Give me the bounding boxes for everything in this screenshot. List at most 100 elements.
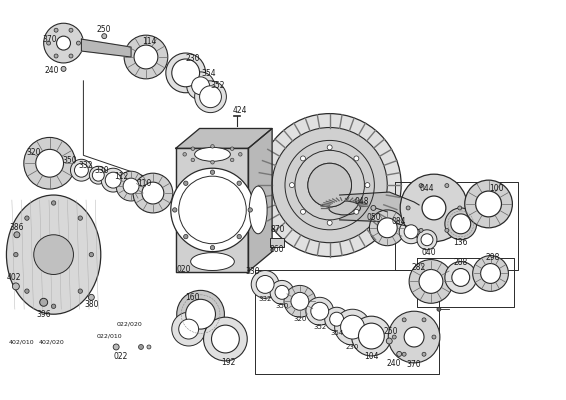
Circle shape [327, 220, 332, 225]
Circle shape [124, 35, 168, 79]
Circle shape [419, 184, 423, 188]
Circle shape [386, 338, 392, 344]
Ellipse shape [329, 201, 361, 215]
Text: 352: 352 [313, 324, 327, 330]
Ellipse shape [191, 253, 234, 270]
Circle shape [36, 149, 63, 177]
Circle shape [46, 41, 50, 45]
Circle shape [275, 286, 289, 299]
Circle shape [335, 309, 370, 345]
Circle shape [237, 234, 241, 239]
Bar [270, 238, 284, 247]
Text: 100: 100 [489, 184, 504, 192]
Text: 230: 230 [186, 54, 200, 64]
Text: 250: 250 [97, 25, 112, 34]
Circle shape [422, 318, 426, 322]
Circle shape [179, 319, 199, 339]
Circle shape [351, 316, 391, 356]
Circle shape [69, 28, 73, 32]
Text: 240: 240 [387, 359, 401, 368]
Polygon shape [176, 148, 248, 272]
Ellipse shape [195, 147, 230, 161]
Circle shape [191, 147, 195, 150]
Circle shape [258, 114, 401, 257]
Circle shape [102, 34, 107, 39]
Circle shape [71, 159, 92, 181]
Circle shape [139, 344, 143, 350]
Circle shape [341, 315, 365, 339]
Text: 350: 350 [275, 303, 289, 309]
Ellipse shape [6, 195, 101, 314]
Circle shape [78, 216, 83, 220]
Circle shape [44, 23, 83, 63]
Text: 350: 350 [62, 156, 77, 165]
Circle shape [354, 156, 359, 161]
Circle shape [475, 191, 501, 217]
Circle shape [171, 168, 254, 252]
Circle shape [417, 230, 437, 250]
Circle shape [69, 54, 73, 58]
Circle shape [289, 183, 294, 188]
Circle shape [105, 172, 121, 188]
Text: 022/020: 022/020 [116, 322, 142, 327]
Text: 330: 330 [246, 267, 260, 276]
Circle shape [25, 289, 29, 293]
Circle shape [301, 209, 306, 214]
Circle shape [52, 201, 56, 205]
Text: 386: 386 [10, 223, 24, 232]
Circle shape [371, 206, 376, 210]
Circle shape [230, 147, 234, 150]
Circle shape [388, 311, 440, 363]
Text: 860: 860 [270, 245, 284, 254]
Circle shape [465, 180, 512, 228]
Circle shape [445, 228, 449, 232]
Circle shape [365, 183, 370, 188]
Circle shape [392, 335, 396, 339]
Circle shape [308, 163, 351, 207]
Text: 354: 354 [330, 330, 343, 336]
Text: 870: 870 [271, 225, 285, 234]
Circle shape [406, 206, 410, 210]
Circle shape [54, 54, 58, 58]
Circle shape [211, 144, 215, 148]
Ellipse shape [249, 186, 267, 234]
Text: 250: 250 [384, 326, 398, 336]
Text: 320: 320 [293, 316, 307, 322]
Text: 402/020: 402/020 [38, 340, 65, 344]
Circle shape [238, 152, 242, 156]
Circle shape [113, 344, 119, 350]
Polygon shape [248, 128, 272, 272]
Text: 332: 332 [78, 161, 93, 170]
Text: 136: 136 [453, 238, 468, 247]
Text: 104: 104 [364, 352, 379, 362]
Circle shape [57, 36, 71, 50]
Circle shape [399, 220, 423, 244]
Circle shape [452, 268, 470, 286]
Circle shape [186, 299, 216, 329]
Circle shape [409, 260, 453, 303]
Circle shape [116, 171, 146, 201]
Circle shape [272, 128, 387, 243]
Circle shape [329, 312, 344, 326]
Circle shape [419, 228, 423, 232]
Circle shape [40, 298, 48, 306]
Circle shape [54, 28, 58, 32]
Circle shape [370, 210, 405, 246]
Circle shape [204, 317, 247, 361]
Circle shape [437, 307, 441, 311]
Circle shape [481, 264, 500, 284]
Circle shape [256, 276, 274, 293]
Circle shape [89, 166, 107, 184]
Circle shape [422, 196, 446, 220]
Text: 352: 352 [210, 81, 225, 90]
Circle shape [451, 214, 471, 234]
Text: 020: 020 [177, 265, 191, 274]
Text: 230: 230 [346, 344, 359, 350]
Circle shape [12, 283, 19, 290]
Text: 192: 192 [221, 358, 235, 367]
Text: 402: 402 [7, 273, 21, 282]
Circle shape [211, 160, 215, 164]
Text: 298: 298 [486, 253, 500, 262]
Circle shape [211, 170, 215, 174]
Circle shape [191, 158, 195, 162]
